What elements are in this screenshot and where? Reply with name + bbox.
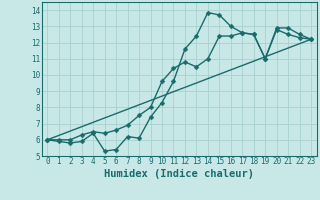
X-axis label: Humidex (Indice chaleur): Humidex (Indice chaleur) bbox=[104, 169, 254, 179]
